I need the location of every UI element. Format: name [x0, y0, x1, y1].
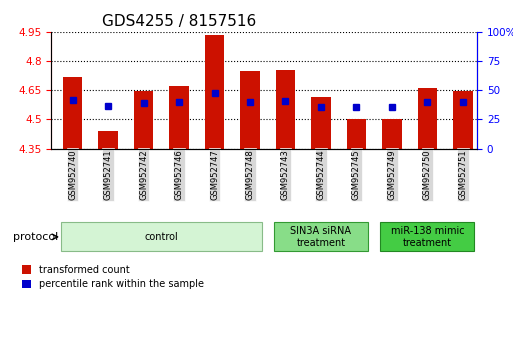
Legend: transformed count, percentile rank within the sample: transformed count, percentile rank withi… [18, 261, 208, 293]
Text: protocol: protocol [13, 232, 58, 242]
Bar [134, 91, 153, 149]
Text: control: control [145, 232, 178, 242]
Bar [275, 70, 295, 149]
Text: GDS4255 / 8157516: GDS4255 / 8157516 [103, 14, 256, 29]
Bar [347, 119, 366, 149]
Bar [63, 76, 83, 149]
Bar [382, 119, 402, 149]
Text: GSM952745: GSM952745 [352, 149, 361, 200]
Text: GSM952740: GSM952740 [68, 149, 77, 200]
Text: GSM952743: GSM952743 [281, 149, 290, 200]
Text: GSM952748: GSM952748 [246, 149, 254, 200]
Bar [205, 35, 224, 149]
Text: GSM952751: GSM952751 [459, 149, 467, 200]
Bar [453, 91, 472, 149]
Text: GSM952750: GSM952750 [423, 149, 432, 200]
Text: GSM952741: GSM952741 [104, 149, 112, 200]
FancyBboxPatch shape [61, 222, 262, 251]
Bar [169, 86, 189, 149]
Text: SIN3A siRNA
treatment: SIN3A siRNA treatment [290, 226, 351, 248]
FancyBboxPatch shape [381, 222, 475, 251]
Text: GSM952747: GSM952747 [210, 149, 219, 200]
Bar [418, 88, 437, 149]
Text: miR-138 mimic
treatment: miR-138 mimic treatment [390, 226, 464, 248]
Bar [98, 131, 118, 149]
Text: GSM952742: GSM952742 [139, 149, 148, 200]
FancyBboxPatch shape [274, 222, 368, 251]
Bar [240, 71, 260, 149]
Text: GSM952746: GSM952746 [174, 149, 184, 200]
Text: GSM952749: GSM952749 [387, 149, 397, 200]
Bar [311, 97, 331, 149]
Text: GSM952744: GSM952744 [317, 149, 325, 200]
